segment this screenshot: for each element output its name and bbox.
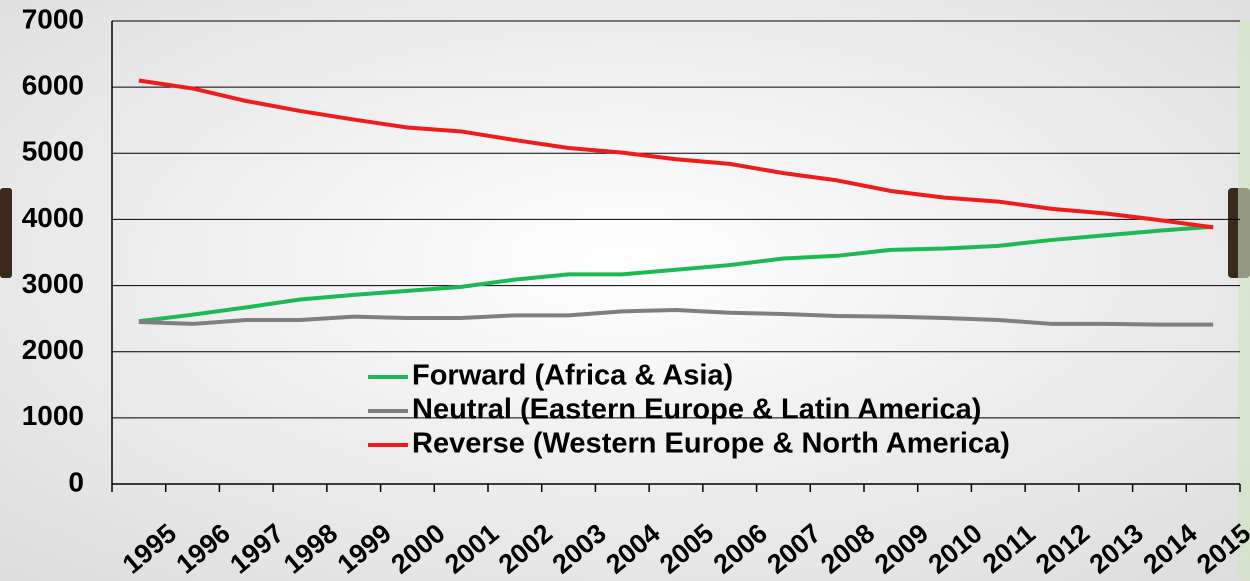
- series-line: [138, 78, 1214, 230]
- series-line: [138, 308, 1214, 327]
- legend-label: Neutral (Eastern Europe & Latin America): [412, 394, 981, 426]
- y-tick-label: 0: [68, 466, 84, 497]
- y-tick-label: 2000: [22, 334, 84, 365]
- y-tick-label: 4000: [22, 202, 84, 233]
- left-tab: [0, 188, 12, 278]
- legend-label: Forward (Africa & Asia): [412, 360, 733, 392]
- y-tick-label: 1000: [22, 400, 84, 431]
- y-tick-label: 7000: [22, 3, 84, 34]
- right-edge: [1238, 20, 1250, 580]
- y-tick-label: 3000: [22, 268, 84, 299]
- legend-label: Reverse (Western Europe & North America): [412, 428, 1010, 460]
- series-line: [138, 224, 1214, 324]
- y-tick-label: 5000: [22, 136, 84, 167]
- y-tick-label: 6000: [22, 70, 84, 101]
